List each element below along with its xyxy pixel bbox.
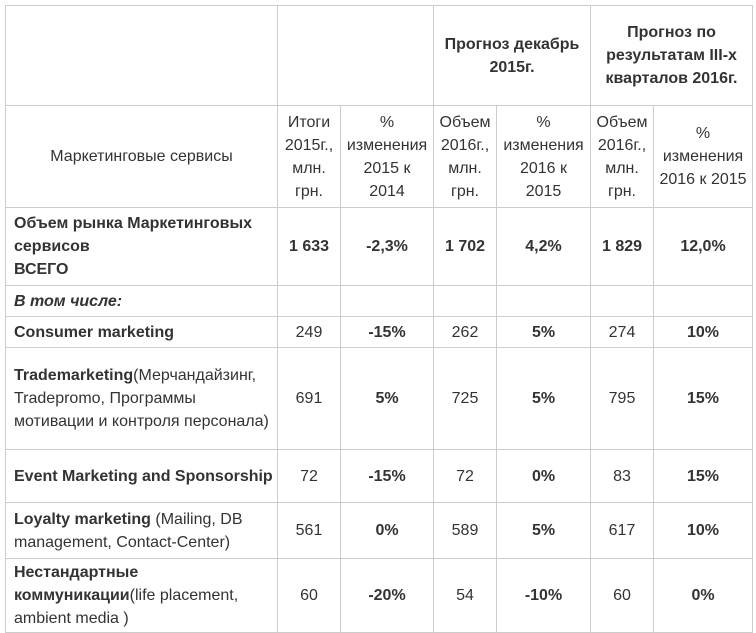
percent-cell: 0% [496,449,591,503]
table-row: В том числе: [5,285,754,317]
value-cell: 617 [590,502,654,559]
market-table: Прогноз декабрь 2015г. Прогноз по резуль… [5,5,754,633]
row-name-bold: Event Marketing and Sponsorship [14,467,273,485]
table-row: Event Marketing and Sponsorship 72 -15% 72 0… [5,449,754,503]
value-cell: 561 [277,502,341,559]
table-row: Trademarketing(Мерчандайзинг, Tradepromo… [5,347,754,450]
row-name-bold: Loyalty marketing [14,510,151,528]
row-name: Event Marketing and Sponsorship [5,449,278,503]
percent-cell: -20% [340,558,434,633]
value-cell: 262 [433,316,497,348]
value-cell: 72 [277,449,341,503]
value-cell: 589 [433,502,497,559]
percent-cell: 12,0% [652,207,754,286]
percent-cell: 0% [340,502,434,559]
value-cell: 72 [433,449,497,503]
percent-cell: 0% [652,558,754,633]
value-cell: 83 [590,449,654,503]
row-name-detail: (Мерчандайзинг, Tradepromo, Программы мо… [14,367,269,430]
empty-cell [277,5,434,106]
value-cell: 795 [590,347,654,450]
value-cell: 1 702 [433,207,497,286]
header-cell: Прогноз по результатам III-х кварталов 2… [589,5,754,106]
percent-cell: 10% [652,316,754,348]
value-cell: 1 633 [277,207,341,286]
percent-cell: 10% [652,502,754,559]
table-row: Нестандартные коммуникации(life placemen… [5,558,754,633]
row-name-bold: Нестандартные коммуникации [14,564,139,604]
row-name: Объем рынка Маркетинговых сервисов ВСЕГО [5,207,278,286]
percent-cell: 15% [652,347,754,450]
header-cell: Объем 2016г., млн. грн. [590,105,654,208]
table-row: Loyalty marketing (Mailing, DB managemen… [5,502,754,559]
percent-cell: 5% [496,316,591,348]
empty-cell [277,285,341,317]
value-cell: 54 [433,558,497,633]
row-name-bold: Trademarketing [14,367,134,384]
percent-cell: 15% [652,449,754,503]
value-cell: 274 [590,316,654,348]
value-cell: 60 [590,558,654,633]
header-cell: % изменения 2015 к 2014 [340,105,434,208]
empty-cell [5,5,278,106]
header-cell: % изменения 2016 к 2015 [652,105,754,208]
header-cell: Маркетинговые сервисы [5,105,278,208]
value-cell: 1 829 [590,207,654,286]
empty-cell [340,285,434,317]
header-cell: Объем 2016г., млн. грн. [433,105,497,208]
row-name-bold: Consumer marketing [14,323,175,341]
percent-cell: 5% [340,347,434,450]
table-row: Consumer marketing 249 -15% 262 5% 274 10% [5,316,754,348]
row-name: Loyalty marketing (Mailing, DB managemen… [5,502,278,559]
table-row: Объем рынка Маркетинговых сервисов ВСЕГО… [5,207,754,286]
empty-cell [652,285,754,317]
percent-cell: 4,2% [496,207,591,286]
subheader-row: Маркетинговые сервисы Итоги 2015г., млн.… [5,105,754,208]
percent-cell: 5% [496,347,591,450]
header-row: Прогноз декабрь 2015г. Прогноз по резуль… [5,5,754,106]
header-cell: % изменения 2016 к 2015 [496,105,591,208]
percent-cell: -10% [496,558,591,633]
empty-cell [433,285,497,317]
row-name: Нестандартные коммуникации(life placemen… [5,558,278,633]
row-name: Trademarketing(Мерчандайзинг, Tradepromo… [5,347,278,450]
row-name: В том числе: [5,285,278,317]
row-name-detail: (Mailing, DB management, Contact-Center) [14,510,243,551]
row-name-bold: В том числе: [14,292,123,310]
value-cell: 249 [277,316,341,348]
row-name-bold: Объем рынка Маркетинговых сервисов ВСЕГО [14,215,253,278]
empty-cell [590,285,654,317]
percent-cell: -15% [340,316,434,348]
value-cell: 691 [277,347,341,450]
row-name: Consumer marketing [5,316,278,348]
percent-cell: -2,3% [340,207,434,286]
header-cell: Прогноз декабрь 2015г. [433,5,591,106]
empty-cell [496,285,591,317]
percent-cell: -15% [340,449,434,503]
value-cell: 60 [277,558,341,633]
value-cell: 725 [433,347,497,450]
percent-cell: 5% [496,502,591,559]
header-cell: Итоги 2015г., млн. грн. [277,105,341,208]
